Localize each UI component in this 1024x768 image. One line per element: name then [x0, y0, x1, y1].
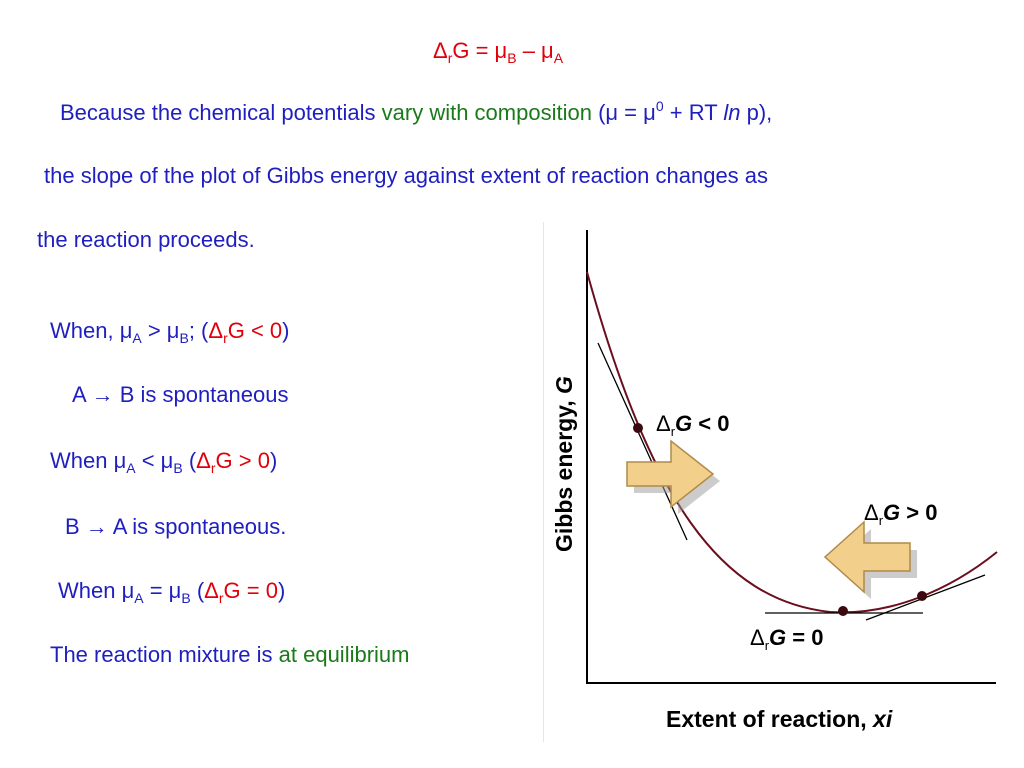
point-negative [633, 423, 643, 433]
case-when: When μ [50, 448, 127, 473]
subscript-r: r [447, 50, 453, 66]
label-delta-positive: ΔrG > 0 [864, 500, 937, 528]
case-sub-1: A [126, 460, 136, 476]
subscript-a: A [553, 50, 564, 66]
result-text-b: B is spontaneous [113, 382, 289, 407]
title-minus-mu: – μ [516, 38, 554, 63]
case-open: ( [190, 578, 205, 603]
case-close: ) [277, 578, 286, 603]
case-sub-2: B [181, 590, 191, 606]
title-equation: ΔrG = μB – μA [433, 38, 564, 66]
result-text: A [72, 382, 92, 407]
tangent-line-right [865, 574, 986, 621]
gibbs-curve [586, 271, 998, 614]
right-arrow-icon: → [85, 514, 108, 539]
right-block-arrow-icon [626, 439, 720, 514]
para-ln: ln [723, 100, 741, 125]
result-highlight: at equilibrium [278, 642, 410, 667]
right-arrow-icon: → [91, 382, 114, 407]
divider-line [543, 222, 544, 742]
case-sub-1: A [134, 590, 144, 606]
case-condition: G < 0 [227, 318, 283, 343]
case-sub-r: r [218, 590, 224, 606]
point-equilibrium [838, 606, 848, 616]
case-when: When μ [58, 578, 135, 603]
case-sub-1: A [132, 330, 142, 346]
result-3: The reaction mixture is at equilibrium [50, 642, 409, 668]
case-op: = μ [143, 578, 182, 603]
paragraph-line-3: the reaction proceeds. [37, 227, 255, 252]
case-sub-2: B [173, 460, 183, 476]
case-delta: Δ [204, 578, 219, 603]
case-delta: Δ [208, 318, 224, 343]
case-open: ; ( [188, 318, 209, 343]
tangent-line-left [597, 342, 688, 541]
para-formula-end: p), [740, 100, 773, 125]
case-close: ) [269, 448, 278, 473]
case-sub-r: r [223, 330, 228, 346]
result-text: The reaction mixture is [50, 642, 279, 667]
x-axis-label: Extent of reaction, xi [666, 706, 893, 732]
delta-symbol: Δ [433, 38, 448, 63]
case-1: When, μA > μB; (ΔrG < 0) [50, 318, 290, 346]
para-highlight: vary with composition [381, 100, 592, 125]
result-text: B [65, 514, 86, 539]
case-condition: G > 0 [215, 448, 270, 473]
case-when: When, μ [50, 318, 133, 343]
case-sub-2: B [179, 330, 189, 346]
case-condition: G = 0 [223, 578, 278, 603]
para-formula-rt: + RT [663, 100, 724, 125]
title-g-mu: G = μ [452, 38, 508, 63]
case-close: ) [282, 318, 290, 343]
label-delta-negative: ΔrG < 0 [656, 411, 729, 439]
y-axis-label: Gibbs energy, G [551, 376, 577, 552]
result-1: A → B is spontaneous [72, 382, 288, 408]
case-delta: Δ [196, 448, 211, 473]
superscript-zero: 0 [655, 98, 664, 114]
case-3: When μA = μB (ΔrG = 0) [58, 578, 286, 606]
case-sub-r: r [210, 460, 216, 476]
case-open: ( [182, 448, 197, 473]
case-2: When μA < μB (ΔrG > 0) [50, 448, 278, 476]
left-block-arrow-icon [823, 520, 917, 599]
paragraph-line-2: the slope of the plot of Gibbs energy ag… [44, 163, 769, 188]
para-formula: (μ = μ [591, 100, 656, 125]
result-2: B → A is spontaneous. [65, 514, 286, 540]
subscript-b: B [507, 50, 517, 66]
label-delta-zero: ΔrG = 0 [750, 625, 823, 653]
point-positive [917, 591, 927, 601]
case-op: < μ [135, 448, 174, 473]
para-text: Because the chemical potentials [60, 100, 382, 125]
result-text-b: A is spontaneous. [107, 514, 287, 539]
paragraph-line-1: Because the chemical potentials vary wit… [60, 98, 773, 126]
case-op: > μ [141, 318, 180, 343]
